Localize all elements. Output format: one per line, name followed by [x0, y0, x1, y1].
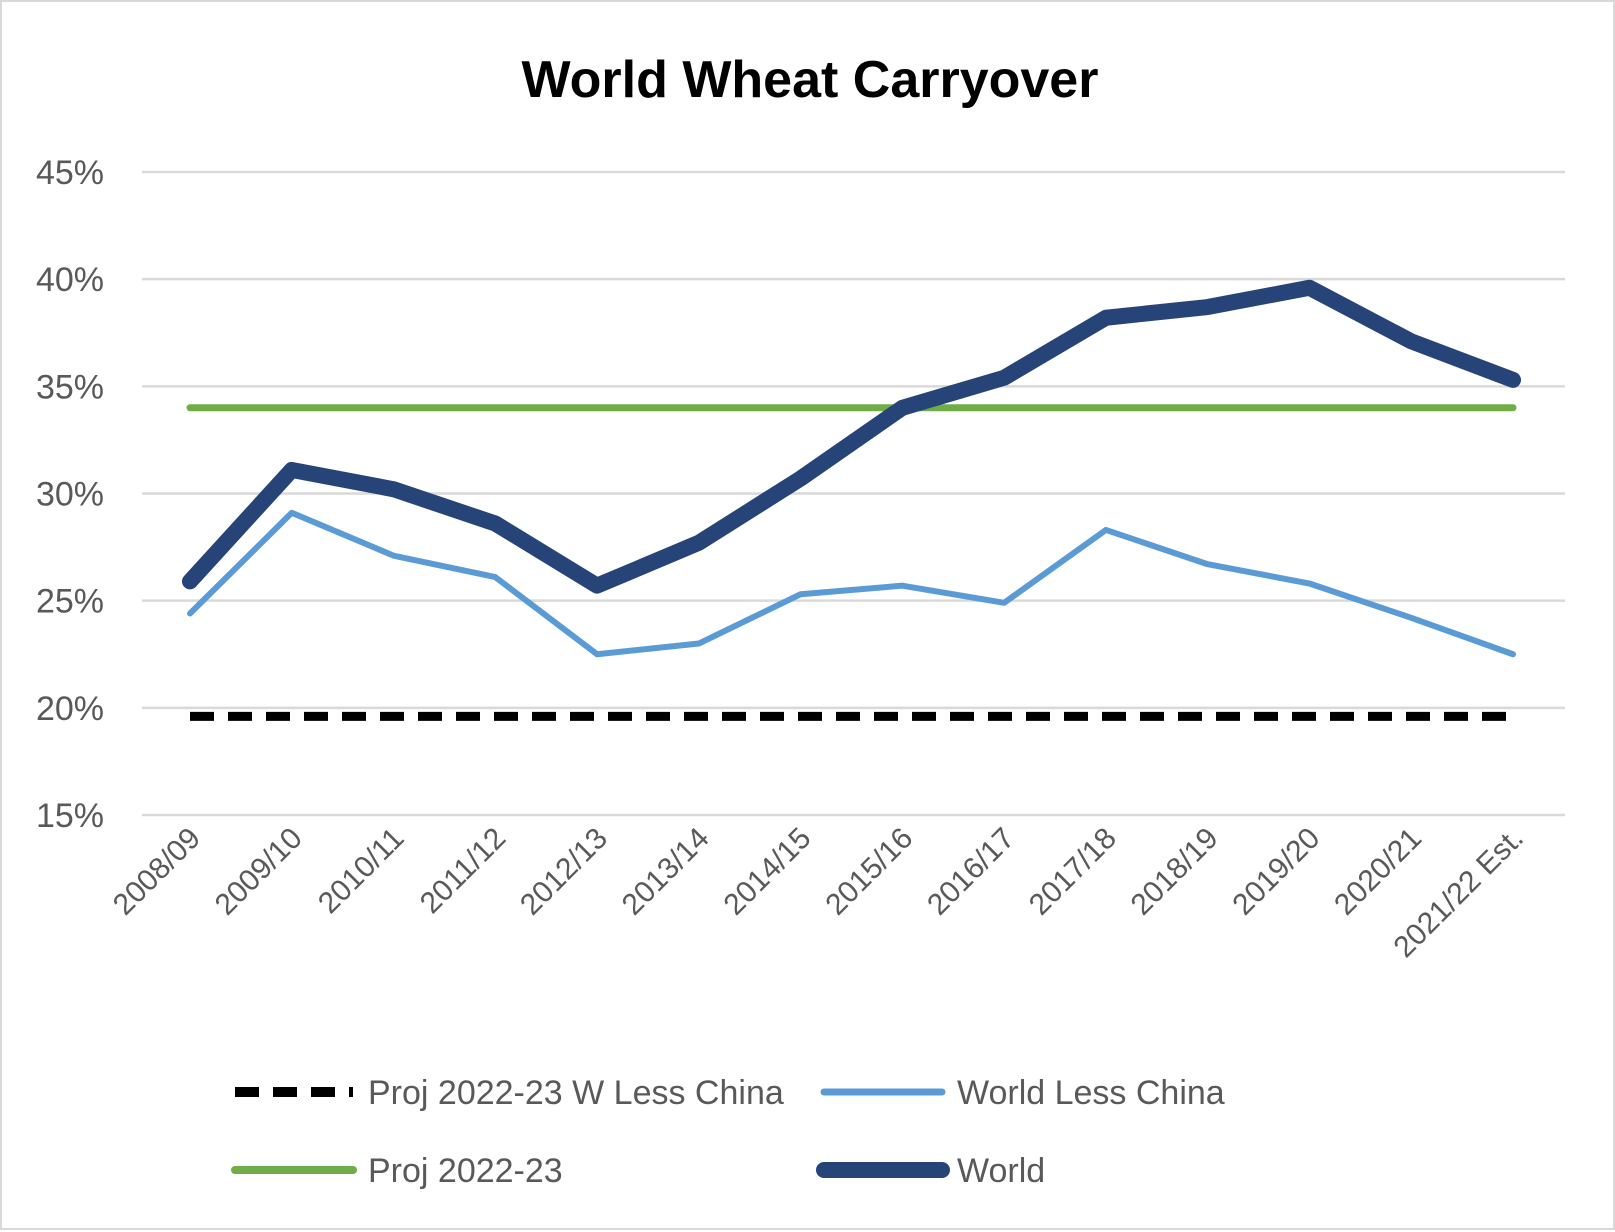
chart-title: World Wheat Carryover	[522, 51, 1099, 109]
x-tick-label: 2015/16	[819, 822, 919, 922]
series-line-world-less-china	[187, 509, 1516, 658]
legend-label: Proj 2022-23	[368, 1152, 563, 1190]
y-tick-label: 20%	[36, 690, 104, 728]
x-tick-label: 2011/12	[414, 822, 512, 920]
x-tick-label: 2020/21	[1328, 822, 1428, 922]
x-tick-label: 2014/15	[718, 822, 818, 922]
x-tick-label: 2009/10	[209, 822, 309, 922]
x-tick-label: 2008/09	[107, 822, 207, 922]
y-tick-label: 35%	[36, 368, 104, 406]
y-tick-label: 40%	[36, 261, 104, 299]
y-tick-label: 15%	[36, 797, 104, 835]
x-tick-label: 2016/17	[921, 822, 1021, 922]
legend-label: World	[957, 1152, 1045, 1190]
x-tick-label: 2013/14	[616, 822, 716, 922]
series-line-world	[182, 279, 1521, 594]
x-tick-label: 2010/11	[312, 822, 410, 920]
y-tick-label: 45%	[36, 154, 104, 192]
x-tick-label: 2017/18	[1023, 822, 1123, 922]
x-tick-label: 2012/13	[514, 822, 614, 922]
y-tick-label: 25%	[36, 583, 104, 621]
y-tick-label: 30%	[36, 476, 104, 514]
legend-label: Proj 2022-23 W Less China	[368, 1074, 784, 1112]
x-tick-label: 2019/20	[1226, 822, 1326, 922]
x-tick-label: 2018/19	[1125, 822, 1225, 922]
legend-label: World Less China	[957, 1074, 1225, 1112]
